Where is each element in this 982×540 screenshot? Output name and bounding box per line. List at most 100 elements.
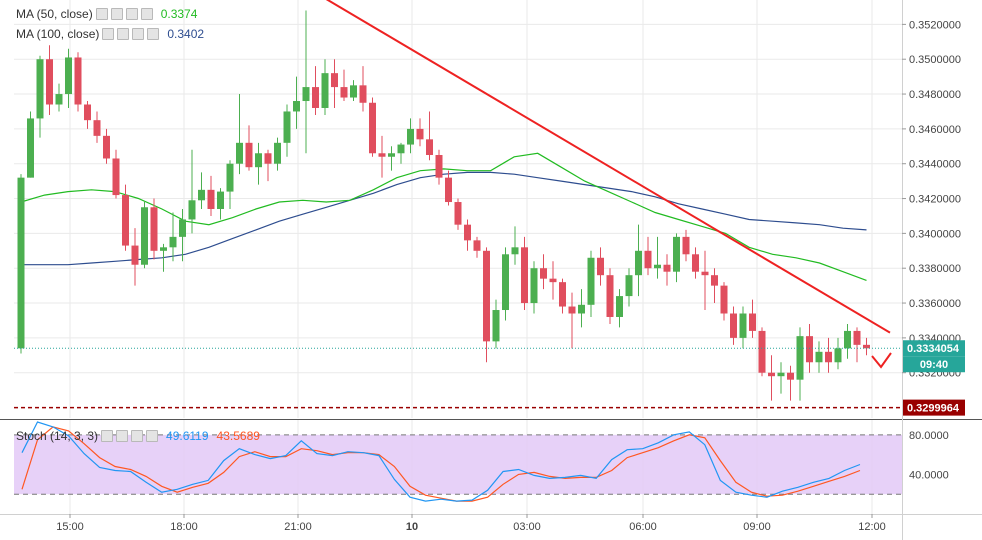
candle[interactable] bbox=[521, 236, 528, 311]
candle[interactable] bbox=[378, 135, 386, 178]
candle[interactable] bbox=[435, 149, 443, 185]
candle[interactable] bbox=[217, 188, 224, 220]
candle[interactable] bbox=[720, 282, 728, 321]
close-icon[interactable] bbox=[147, 28, 160, 40]
close-icon[interactable] bbox=[140, 8, 153, 20]
candle[interactable] bbox=[711, 268, 718, 304]
candle[interactable] bbox=[863, 337, 870, 356]
candle[interactable] bbox=[796, 327, 804, 401]
candle[interactable] bbox=[540, 254, 547, 290]
eye-icon[interactable] bbox=[95, 8, 108, 20]
candle[interactable] bbox=[692, 247, 699, 279]
candle[interactable] bbox=[331, 59, 338, 108]
candle[interactable] bbox=[559, 278, 566, 314]
candle[interactable] bbox=[179, 209, 186, 262]
candle[interactable] bbox=[530, 261, 538, 314]
gear-icon[interactable] bbox=[117, 28, 130, 40]
candle[interactable] bbox=[55, 83, 63, 112]
eye-icon[interactable] bbox=[101, 430, 114, 442]
ma100-legend[interactable]: MA (100, close) 0.3402 bbox=[16, 26, 204, 42]
candle[interactable] bbox=[625, 268, 633, 307]
candle[interactable] bbox=[236, 94, 243, 175]
candle[interactable] bbox=[388, 146, 395, 171]
candle[interactable] bbox=[511, 226, 519, 265]
candle[interactable] bbox=[578, 289, 585, 328]
candle[interactable] bbox=[597, 247, 604, 286]
drawing-overlays[interactable] bbox=[14, 0, 902, 409]
candle[interactable] bbox=[312, 66, 319, 115]
candle[interactable] bbox=[131, 228, 139, 286]
candle[interactable] bbox=[454, 198, 462, 230]
candle[interactable] bbox=[758, 327, 766, 377]
candle[interactable] bbox=[112, 149, 120, 199]
candle[interactable] bbox=[321, 59, 329, 115]
close-icon[interactable] bbox=[146, 430, 159, 442]
candle[interactable] bbox=[103, 128, 110, 164]
candle[interactable] bbox=[815, 341, 823, 373]
candle[interactable] bbox=[359, 66, 367, 112]
candle[interactable] bbox=[777, 362, 785, 394]
candle[interactable] bbox=[255, 142, 262, 185]
candle[interactable] bbox=[169, 212, 177, 262]
candle[interactable] bbox=[264, 149, 272, 182]
candle[interactable] bbox=[27, 111, 34, 178]
candle[interactable] bbox=[768, 355, 775, 401]
candle[interactable] bbox=[844, 323, 851, 359]
plus-icon[interactable] bbox=[131, 430, 144, 442]
eye-icon[interactable] bbox=[102, 28, 115, 40]
candle[interactable] bbox=[616, 289, 623, 328]
candle[interactable] bbox=[188, 149, 196, 234]
candle[interactable] bbox=[198, 172, 205, 209]
candle[interactable] bbox=[483, 247, 490, 363]
candle[interactable] bbox=[74, 52, 82, 112]
plus-icon[interactable] bbox=[132, 28, 145, 40]
candle[interactable] bbox=[207, 175, 215, 216]
candle[interactable] bbox=[730, 306, 737, 345]
candle[interactable] bbox=[302, 10, 310, 154]
candle[interactable] bbox=[17, 174, 25, 354]
candle[interactable] bbox=[122, 184, 129, 251]
candle[interactable] bbox=[84, 101, 91, 129]
candle[interactable] bbox=[739, 306, 747, 349]
candle[interactable] bbox=[93, 111, 101, 143]
gear-icon[interactable] bbox=[116, 430, 129, 442]
candle[interactable] bbox=[283, 104, 291, 157]
candle[interactable] bbox=[397, 142, 405, 164]
candlestick-series[interactable] bbox=[17, 10, 871, 401]
candle[interactable] bbox=[853, 327, 861, 363]
candle[interactable] bbox=[635, 224, 642, 297]
candle[interactable] bbox=[492, 299, 500, 349]
candle[interactable] bbox=[350, 80, 357, 102]
candle[interactable] bbox=[825, 337, 832, 373]
candle[interactable] bbox=[160, 243, 167, 272]
candle[interactable] bbox=[587, 250, 595, 317]
candle[interactable] bbox=[834, 337, 842, 370]
candle[interactable] bbox=[654, 236, 661, 279]
candle[interactable] bbox=[65, 48, 72, 108]
candle[interactable] bbox=[644, 236, 652, 276]
candle[interactable] bbox=[274, 137, 281, 171]
candle[interactable] bbox=[226, 160, 234, 209]
candle[interactable] bbox=[445, 170, 452, 206]
candle[interactable] bbox=[46, 45, 53, 115]
gear-icon[interactable] bbox=[110, 8, 123, 20]
ma50-legend[interactable]: MA (50, close) 0.3374 bbox=[16, 6, 197, 22]
candle[interactable] bbox=[426, 111, 433, 161]
candle[interactable] bbox=[787, 365, 794, 401]
candle[interactable] bbox=[673, 233, 680, 283]
candle[interactable] bbox=[682, 229, 690, 262]
candle[interactable] bbox=[663, 254, 671, 286]
candle[interactable] bbox=[141, 202, 148, 269]
candle[interactable] bbox=[407, 118, 414, 154]
candle[interactable] bbox=[749, 299, 756, 338]
candle[interactable] bbox=[464, 219, 471, 251]
candle[interactable] bbox=[340, 69, 348, 102]
candle[interactable] bbox=[568, 292, 576, 349]
trendline[interactable] bbox=[266, 0, 891, 334]
candle[interactable] bbox=[701, 250, 709, 311]
candle[interactable] bbox=[502, 247, 509, 321]
candle[interactable] bbox=[369, 97, 376, 157]
candle[interactable] bbox=[150, 198, 158, 260]
stoch-legend[interactable]: Stoch (14, 3, 3) 49.6119 43.5689 bbox=[16, 428, 260, 444]
